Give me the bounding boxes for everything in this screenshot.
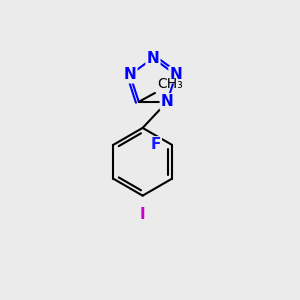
Text: I: I bbox=[140, 207, 146, 222]
Text: N: N bbox=[147, 51, 159, 66]
Text: N: N bbox=[161, 94, 173, 109]
Text: CH₃: CH₃ bbox=[157, 76, 183, 91]
Text: N: N bbox=[169, 67, 182, 82]
Text: F: F bbox=[150, 137, 161, 152]
Text: N: N bbox=[124, 67, 136, 82]
